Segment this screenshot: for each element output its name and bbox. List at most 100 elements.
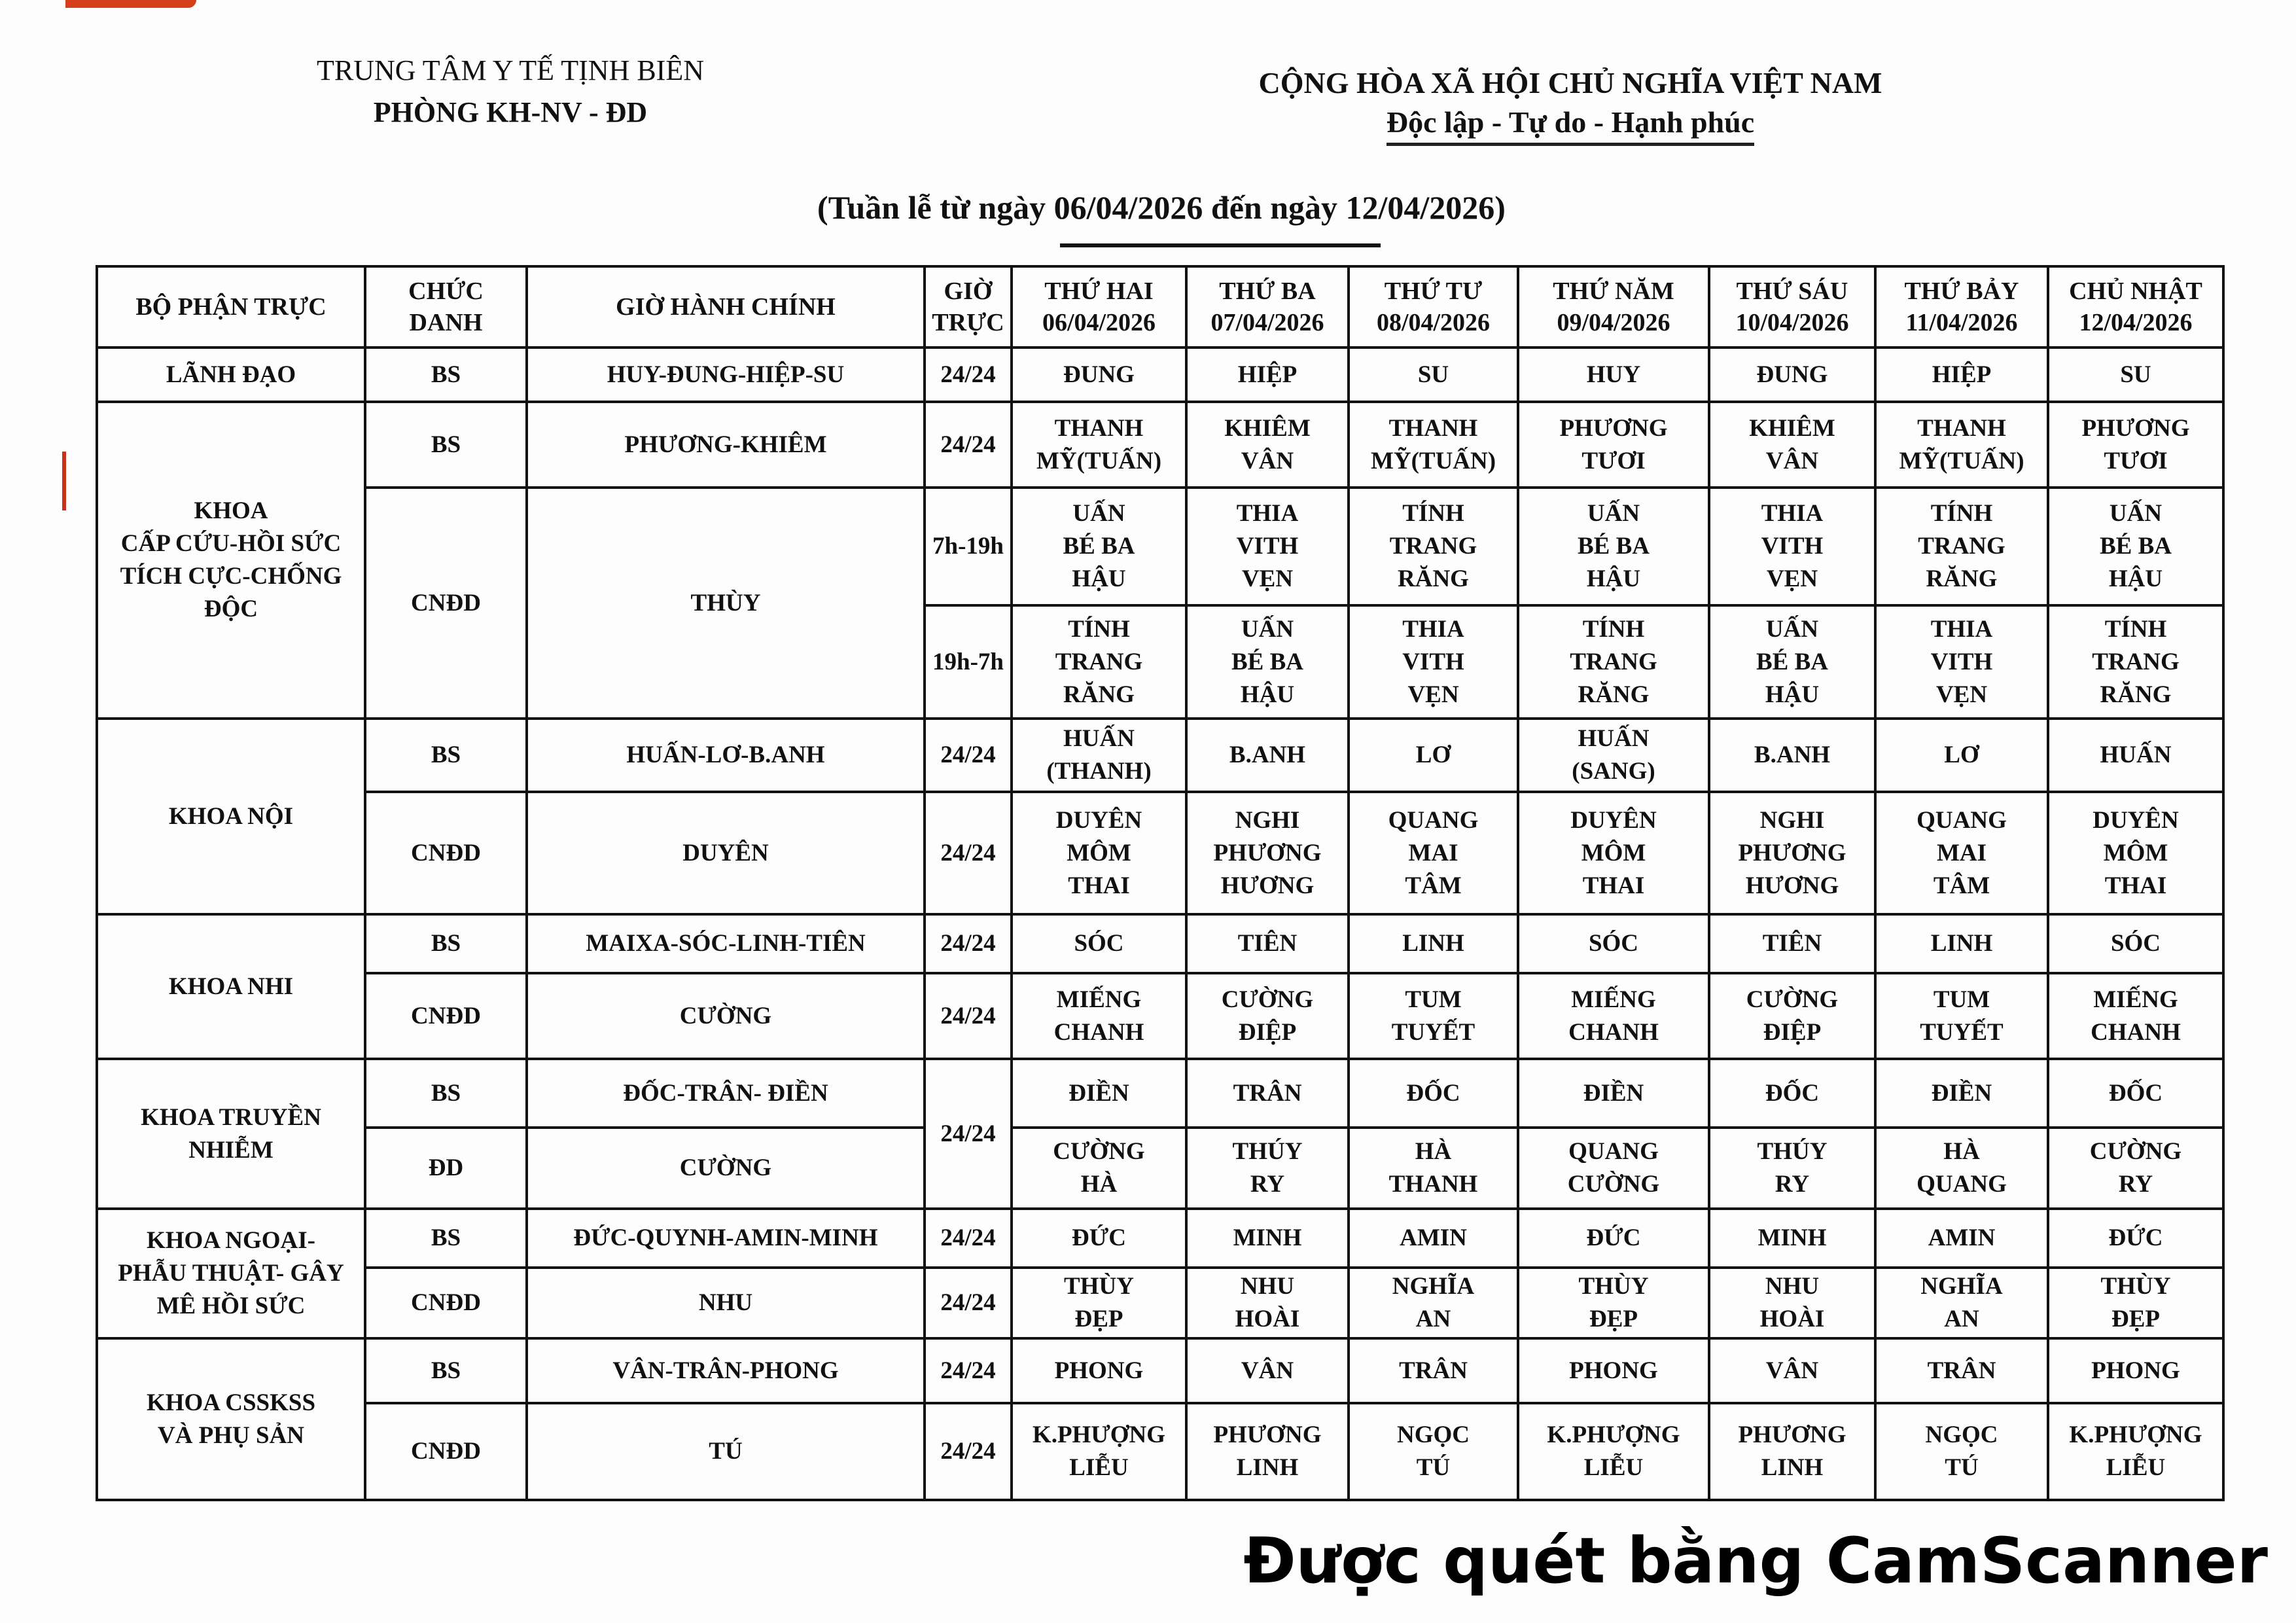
- organization-name: TRUNG TÂM Y TẾ TỊNH BIÊN: [317, 54, 704, 86]
- duty-assignment-cell: HIỆP: [1185, 346, 1350, 403]
- admin-hours-cell: ĐỐC-TRÂN- ĐIỀN: [525, 1058, 926, 1129]
- department-name-cell: KHOA CẤP CỨU-HỒI SỨC TÍCH CỰC-CHỐNG ĐỘC: [96, 401, 366, 720]
- duty-assignment-cell: SÓC: [1517, 913, 1710, 974]
- duty-assignment-cell: VÂN: [1185, 1337, 1350, 1404]
- duty-assignment-cell: QUANG CƯỜNG: [1517, 1126, 1710, 1210]
- duty-schedule-table: BỘ PHẬN TRỰC CHỨC DANH GIỜ HÀNH CHÍNH GI…: [96, 265, 2225, 1501]
- duty-assignment-cell: PHONG: [1010, 1337, 1188, 1404]
- duty-assignment-cell: LINH: [1874, 913, 2049, 974]
- duty-assignment-cell: B.ANH: [1708, 717, 1877, 793]
- admin-hours-cell: VÂN-TRÂN-PHONG: [525, 1337, 926, 1404]
- admin-hours-cell: MAIXA-SÓC-LINH-TIÊN: [525, 913, 926, 974]
- schedule-row: ĐD CƯỜNG CƯỜNG HÀ THÚY RY HÀ THANH QUANG CƯỜN…: [97, 1126, 2225, 1210]
- role-cell: BS: [364, 717, 528, 793]
- duty-assignment-cell: TÍNH TRANG RĂNG: [1347, 486, 1519, 607]
- duty-assignment-cell: DUYÊN MÔM THAI: [1010, 791, 1188, 916]
- duty-assignment-cell: PHƯƠNG TƯƠI: [1517, 401, 1710, 489]
- duty-assignment-cell: THANH MỸ(TUẤN): [1010, 401, 1188, 489]
- duty-assignment-cell: KHIÊM VÂN: [1185, 401, 1350, 489]
- duty-assignment-cell: SÓC: [1010, 913, 1188, 974]
- department-name-cell: KHOA NGOẠI- PHẪU THUẬT- GÂY MÊ HỒI SỨC: [96, 1207, 366, 1340]
- duty-assignment-cell: TRÂN: [1185, 1058, 1350, 1129]
- camscanner-watermark: Được quét bằng CamScanner: [1243, 1524, 2268, 1597]
- duty-hours-cell: 7h-19h: [923, 486, 1013, 607]
- duty-assignment-cell: THIA VITH VẸN: [1185, 486, 1350, 607]
- duty-assignment-cell: THÙY ĐẸP: [1517, 1266, 1710, 1340]
- duty-assignment-cell: THIA VITH VẸN: [1347, 604, 1519, 720]
- schedule-row: CNĐD DUYÊN 24/24 DUYÊN MÔM THAI NGHI PHƯƠNG …: [97, 791, 2225, 916]
- duty-assignment-cell: VÂN: [1708, 1337, 1877, 1404]
- duty-hours-cell: 24/24: [923, 1058, 1013, 1210]
- col-header-day: THỨ TƯ 08/04/2026: [1347, 265, 1519, 349]
- schedule-body: LÃNH ĐẠO BS HUY-ĐUNG-HIỆP-SU 24/24 ĐUNG HIỆP S…: [96, 346, 2225, 1501]
- role-cell: CNĐD: [364, 1266, 528, 1340]
- duty-assignment-cell: ĐUNG: [1708, 346, 1877, 403]
- duty-assignment-cell: PHƯƠNG LINH: [1708, 1402, 1877, 1501]
- schedule-row: KHOA CSSKSS VÀ PHỤ SẢN BS VÂN-TRÂN-PHONG 24…: [96, 1337, 2225, 1501]
- duty-assignment-cell: TÍNH TRANG RĂNG: [2047, 604, 2225, 720]
- duty-hours-cell: 24/24: [923, 717, 1013, 793]
- duty-assignment-cell: ĐỨC: [1010, 1207, 1188, 1269]
- duty-assignment-cell: CƯỜNG ĐIỆP: [1185, 972, 1350, 1060]
- schedule-row: CNĐD NHU 24/24 THÙY ĐẸP NHU HOÀI NGHĨA AN THÙY…: [97, 1266, 2225, 1340]
- duty-assignment-cell: PHONG: [1517, 1337, 1710, 1404]
- duty-assignment-cell: THÚY RY: [1708, 1126, 1877, 1210]
- duty-assignment-cell: MIẾNG CHANH: [1517, 972, 1710, 1060]
- department-name: PHÒNG KH-NV - ĐD: [373, 96, 648, 128]
- role-cell: BS: [364, 1207, 528, 1269]
- duty-assignment-cell: MIẾNG CHANH: [2047, 972, 2225, 1060]
- duty-assignment-cell: MINH: [1185, 1207, 1350, 1269]
- admin-hours-cell: HUẤN-LƠ-B.ANH: [525, 717, 926, 793]
- admin-hours-cell: CƯỜNG: [525, 972, 926, 1060]
- duty-assignment-cell: TÍNH TRANG RĂNG: [1010, 604, 1188, 720]
- duty-assignment-cell: AMIN: [1347, 1207, 1519, 1269]
- header-row: BỘ PHẬN TRỰC CHỨC DANH GIỜ HÀNH CHÍNH GI…: [96, 265, 2225, 349]
- schedule-row: LÃNH ĐẠO BS HUY-ĐUNG-HIỆP-SU 24/24 ĐUNG HIỆP S…: [96, 346, 2225, 403]
- duty-hours-cell: 24/24: [923, 401, 1013, 489]
- col-header-role: CHỨC DANH: [364, 265, 528, 349]
- duty-assignment-cell: HÀ QUANG: [1874, 1126, 2049, 1210]
- schedule-row: CNĐD TÚ 24/24 K.PHƯỢNG LIỄU PHƯƠNG LINH NGỌC …: [97, 1402, 2225, 1501]
- role-cell: BS: [364, 913, 528, 974]
- department-name-cell: KHOA TRUYỀN NHIỄM: [96, 1058, 366, 1210]
- role-cell: ĐD: [364, 1126, 528, 1210]
- duty-assignment-cell: THIA VITH VẸN: [1708, 486, 1877, 607]
- duty-hours-cell: 24/24: [923, 346, 1013, 403]
- duty-assignment-cell: TIÊN: [1708, 913, 1877, 974]
- col-header-day: CHỦ NHẬT 12/04/2026: [2047, 265, 2225, 349]
- duty-hours-cell: 24/24: [923, 1266, 1013, 1340]
- duty-assignment-cell: NGHI PHƯƠNG HƯƠNG: [1708, 791, 1877, 916]
- col-header-department: BỘ PHẬN TRỰC: [96, 265, 366, 349]
- admin-hours-cell: NHU: [525, 1266, 926, 1340]
- duty-assignment-cell: HUẤN (THANH): [1010, 717, 1188, 793]
- duty-assignment-cell: B.ANH: [1185, 717, 1350, 793]
- national-motto: Độc lập - Tự do - Hạnh phúc: [1217, 105, 1924, 146]
- duty-assignment-cell: K.PHƯỢNG LIỄU: [2047, 1402, 2225, 1501]
- department-name-cell: LÃNH ĐẠO: [96, 346, 366, 403]
- admin-hours-cell: ĐỨC-QUYNH-AMIN-MINH: [525, 1207, 926, 1269]
- duty-assignment-cell: NHU HOÀI: [1185, 1266, 1350, 1340]
- duty-assignment-cell: ĐỨC: [1517, 1207, 1710, 1269]
- duty-assignment-cell: UẤN BÉ BA HẬU: [1010, 486, 1188, 607]
- paper-corner-mark: [65, 0, 196, 8]
- role-cell: CNĐD: [364, 972, 528, 1060]
- duty-assignment-cell: HIỆP: [1874, 346, 2049, 403]
- duty-assignment-cell: TRÂN: [1874, 1337, 2049, 1404]
- schedule-row: 19h-7h TÍNH TRANG RĂNG UẤN BÉ BA HẬU THIA V…: [97, 604, 2225, 720]
- duty-assignment-cell: PHƯƠNG TƯƠI: [2047, 401, 2225, 489]
- national-title: CỘNG HÒA XÃ HỘI CHỦ NGHĨA VIỆT NAM: [1258, 66, 1882, 99]
- duty-assignment-cell: TÍNH TRANG RĂNG: [1874, 486, 2049, 607]
- duty-assignment-cell: THANH MỸ(TUẤN): [1347, 401, 1519, 489]
- schedule-row: KHOA CẤP CỨU-HỒI SỨC TÍCH CỰC-CHỐNG ĐỘC B…: [96, 401, 2225, 720]
- role-cell: BS: [364, 1058, 528, 1129]
- duty-assignment-cell: DUYÊN MÔM THAI: [1517, 791, 1710, 916]
- duty-assignment-cell: ĐIỀN: [1874, 1058, 2049, 1129]
- duty-hours-cell: 24/24: [923, 913, 1013, 974]
- admin-hours-cell: PHƯƠNG-KHIÊM: [525, 401, 926, 489]
- schedule-row: KHOA NỘI BS HUẤN-LƠ-B.ANH 24/24 HUẤN (THANH)…: [96, 717, 2225, 916]
- duty-assignment-cell: SÓC: [2047, 913, 2225, 974]
- schedule-row: KHOA NHI BS MAIXA-SÓC-LINH-TIÊN 24/24 SÓC TIÊ…: [96, 913, 2225, 1060]
- col-header-day: THỨ SÁU 10/04/2026: [1708, 265, 1877, 349]
- duty-assignment-cell: CƯỜNG HÀ: [1010, 1126, 1188, 1210]
- duty-assignment-cell: PHONG: [2047, 1337, 2225, 1404]
